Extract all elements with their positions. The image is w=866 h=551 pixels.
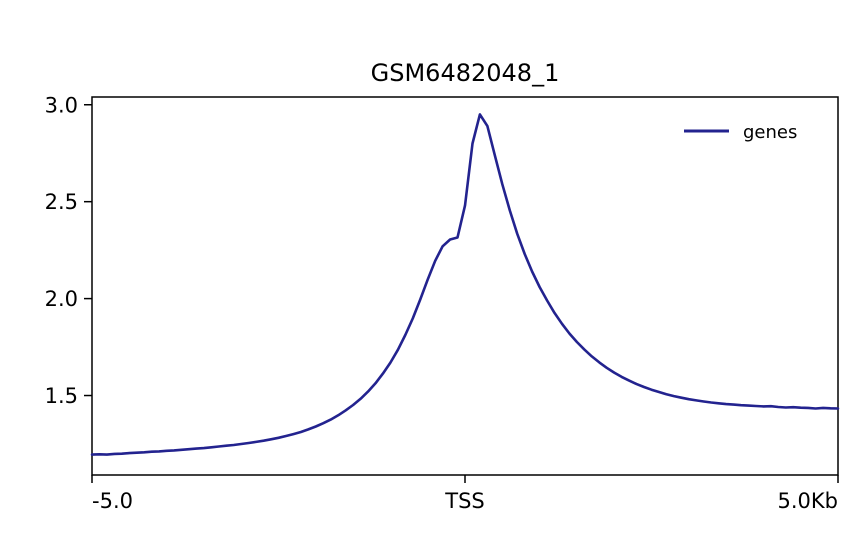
plot-area-border [91,96,839,476]
genes-line [90,113,840,456]
legend-label-genes: genes [743,122,797,143]
chart-title: GSM6482048_1 [371,59,560,87]
x-tick-label: 5.0Kb [778,489,839,513]
x-tick-label: TSS [444,489,485,513]
y-tick-label: 3.0 [45,93,78,117]
y-tick-label: 2.0 [45,287,78,311]
y-axis-ticks: 1.5 2.0 2.5 3.0 [45,93,92,408]
y-tick-label: 2.5 [45,190,78,214]
x-tick-label: -5.0 [92,489,133,513]
x-axis-ticks: -5.0 TSS 5.0Kb [91,475,839,513]
y-tick-label: 1.5 [45,384,78,408]
legend: genes [684,122,797,143]
